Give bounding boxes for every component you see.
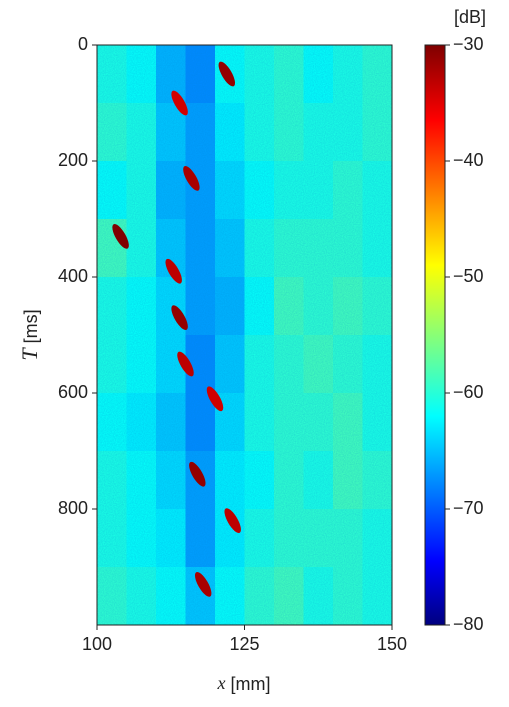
y-axis-label: T [ms] <box>17 309 42 360</box>
colorbar-tick-label: −60 <box>453 382 484 402</box>
y-unit: [ms] <box>21 309 41 343</box>
peak <box>171 90 188 116</box>
peak <box>194 572 212 597</box>
peak <box>112 224 129 249</box>
colorbar-tick-label: −30 <box>453 34 484 54</box>
peak <box>177 351 194 377</box>
peak <box>218 61 236 87</box>
y-tick-label: 0 <box>78 34 88 54</box>
peak <box>224 508 241 533</box>
x-tick-label: 150 <box>377 634 407 654</box>
x-unit: [mm] <box>231 674 271 694</box>
colorbar-tick-label: −80 <box>453 614 484 634</box>
colorbar-tick-label: −40 <box>453 150 484 170</box>
y-tick-label: 800 <box>58 498 88 518</box>
colorbar-tick-label: −70 <box>453 498 484 518</box>
colorbar <box>424 44 446 626</box>
x-symbol: x <box>216 673 225 693</box>
peak <box>183 166 200 191</box>
y-symbol: T <box>17 347 42 361</box>
y-tick-label: 600 <box>58 382 88 402</box>
colorbar-tick-label: −50 <box>453 266 484 286</box>
x-tick-label: 125 <box>229 634 259 654</box>
heatmap-area <box>97 45 392 625</box>
texture <box>97 45 392 625</box>
peak <box>206 386 224 412</box>
y-tick-label: 400 <box>58 266 88 286</box>
peak <box>189 461 206 487</box>
x-tick-label: 100 <box>82 634 112 654</box>
x-axis-label: x [mm] <box>216 673 270 694</box>
y-tick-label: 200 <box>58 150 88 170</box>
peak <box>165 258 182 284</box>
peak <box>171 305 188 330</box>
colorbar-label: [dB] <box>454 7 486 27</box>
